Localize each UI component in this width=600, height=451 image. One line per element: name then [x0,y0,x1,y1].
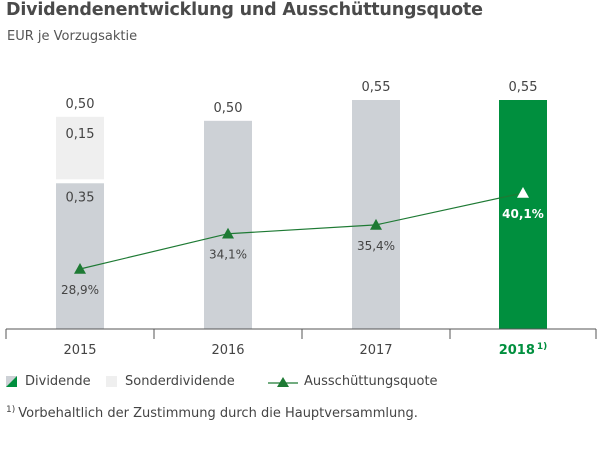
marker-ausschuettungsquote-2017 [370,218,382,230]
label-total-2017: 0,55 [362,80,391,95]
label-ausschuettungsquote-2015: 28,9% [61,283,99,297]
legend-item-quote: Ausschüttungsquote [268,374,438,389]
bar-dividende-2016 [204,120,252,330]
marker-ausschuettungsquote-2018 [517,187,529,198]
label-sonderdividende-2015: 0,15 [66,127,95,142]
bar-dividende-2015 [56,183,104,329]
tick-label-2015: 2015 [63,343,96,358]
tick-footnote-mark: 1) [537,342,547,352]
marker-ausschuettungsquote-2015 [74,263,86,274]
legend-label-quote: Ausschüttungsquote [304,374,438,389]
label-total-2018: 0,55 [509,80,538,95]
triangle-marker-icon [277,376,289,387]
label-ausschuettungsquote-2018: 40,1% [502,207,544,221]
legend-item-sonderdividende: Sonderdividende [106,374,235,389]
chart-subtitle: EUR je Vorzugsaktie [7,29,138,44]
legend-swatch-quote [268,376,298,387]
label-total-2015: 0,50 [66,97,95,112]
tick-label-2017: 2017 [359,343,392,358]
label-ausschuettungsquote-2016: 34,1% [209,248,247,262]
legend-label-dividende: Dividende [25,374,91,389]
chart-title: Dividendenentwicklung und Ausschüttungsq… [6,0,483,20]
legend-label-sonderdividende: Sonderdividende [125,374,235,389]
marker-ausschuettungsquote-2016 [222,227,234,239]
bar-dividende-2017 [352,100,400,329]
bar-dividende-2018 [499,100,547,329]
tick-label-2018: 2018 1) [499,342,548,358]
legend-swatch-sonderdividende [106,376,117,387]
label-ausschuettungsquote-2017: 35,4% [357,239,395,253]
footnote: 1) Vorbehaltlich der Zustimmung durch die… [6,405,418,421]
line-ausschuettungsquote [79,192,524,270]
footnote-mark: 1) [6,405,16,415]
tick-label-2016: 2016 [211,343,244,358]
label-dividende-2015: 0,35 [66,190,95,205]
footnote-text: Vorbehaltlich der Zustimmung durch die H… [18,406,418,421]
label-total-2016: 0,50 [214,101,243,116]
bar-sonderdividende-2015 [56,116,104,180]
legend-swatch-dividende [6,376,17,387]
legend-item-dividende: Dividende [6,374,91,389]
